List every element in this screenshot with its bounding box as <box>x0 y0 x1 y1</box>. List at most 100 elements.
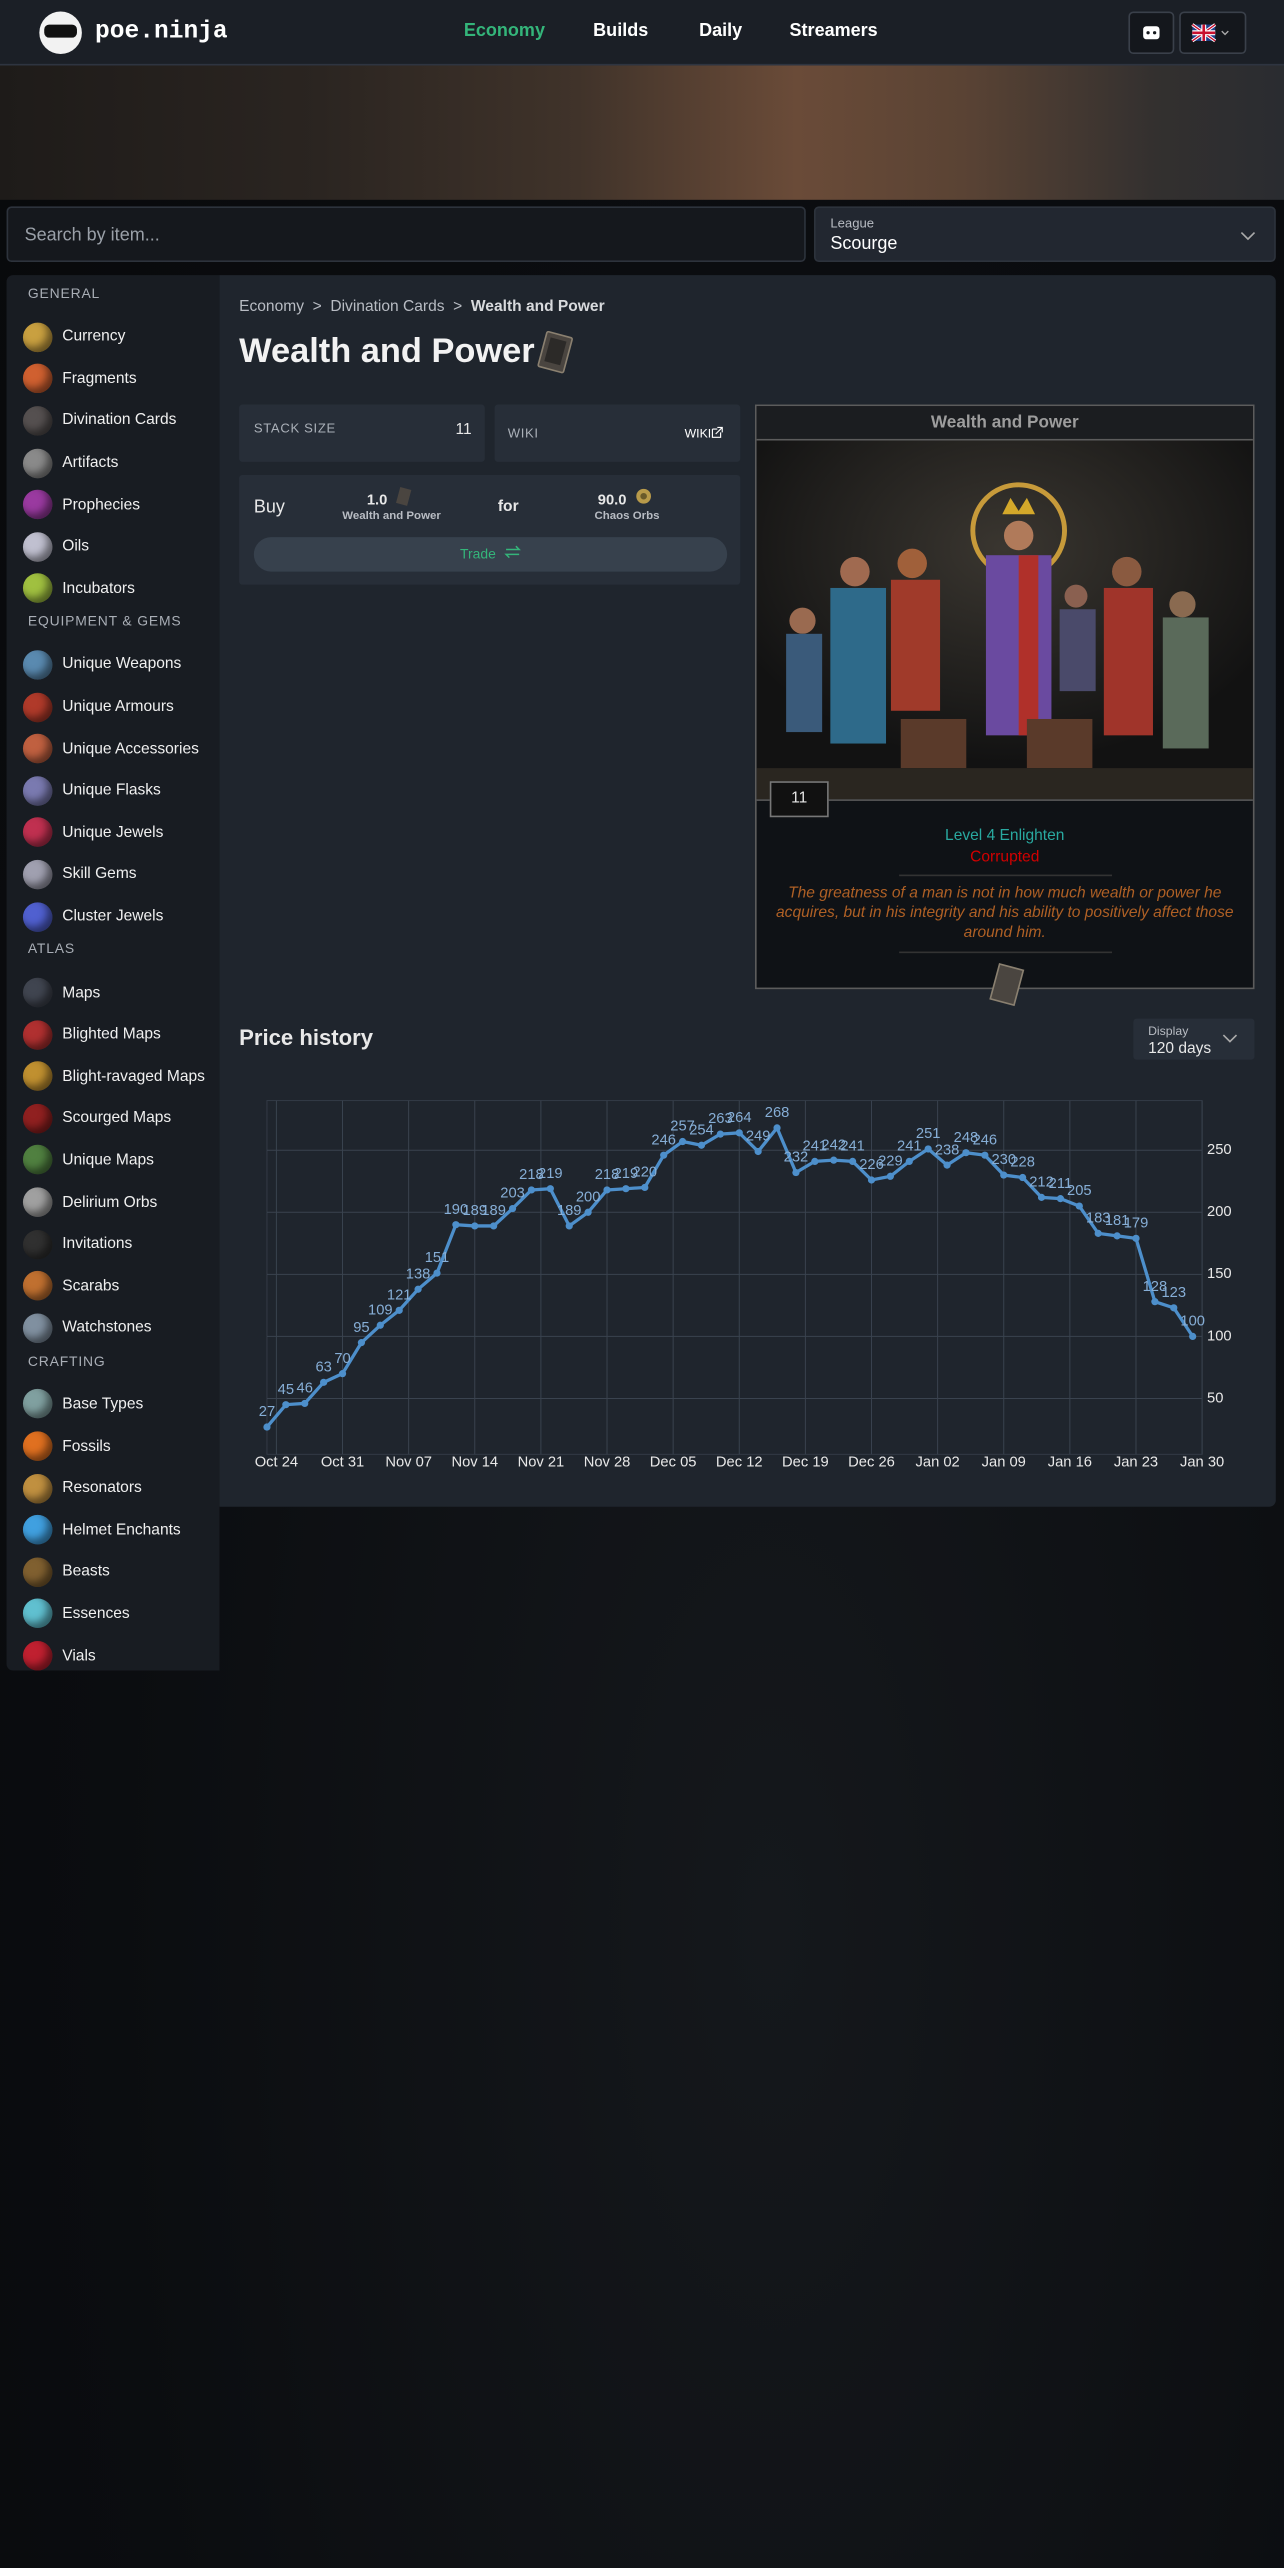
sidebar-item[interactable]: Unique Jewels <box>7 812 220 854</box>
sidebar-item[interactable]: Prophecies <box>7 484 220 526</box>
sidebar-item[interactable]: Watchstones <box>7 1307 220 1349</box>
card-art <box>756 440 1253 800</box>
breadcrumb-link[interactable]: Divination Cards <box>330 298 445 317</box>
sidebar-item[interactable]: Unique Armours <box>7 686 220 728</box>
sidebar-item[interactable]: Unique Weapons <box>7 644 220 686</box>
data-point <box>943 1161 951 1169</box>
sidebar-item[interactable]: Skill Gems <box>7 853 220 895</box>
sidebar-item[interactable]: Incubators <box>7 568 220 610</box>
data-point <box>527 1186 536 1194</box>
league-value: Scourge <box>830 234 898 254</box>
price-chart: 50 100 150 200 250 Oct 24 Oct 31 Nov 07 Nov 14 No… <box>255 1100 1232 1470</box>
data-point <box>1113 1232 1121 1240</box>
breadcrumb-link[interactable]: Economy <box>239 298 304 317</box>
data-point <box>1075 1202 1083 1210</box>
sidebar-item[interactable]: Divination Cards <box>7 400 220 442</box>
nav-link[interactable]: Streamers <box>789 21 878 41</box>
sidebar-item[interactable]: Maps <box>7 972 220 1014</box>
y-tick-label: 200 <box>1207 1204 1232 1220</box>
logo-icon[interactable] <box>39 11 82 55</box>
section-title: Price history <box>239 1025 374 1050</box>
data-point <box>792 1168 800 1177</box>
sidebar-item[interactable]: Beasts <box>7 1551 220 1593</box>
data-point <box>376 1321 384 1329</box>
language-button[interactable] <box>1179 11 1247 55</box>
sidebar-item[interactable]: Scarabs <box>7 1265 220 1307</box>
logo[interactable]: poe.ninja <box>94 18 228 46</box>
data-label: 248 <box>954 1130 979 1146</box>
buy-price: 90.0 <box>597 491 627 508</box>
sidebar-label: Fossils <box>62 1437 111 1456</box>
data-point <box>1094 1229 1102 1237</box>
sidebar-label: Scarabs <box>62 1277 120 1296</box>
sidebar-item[interactable]: Helmet Enchants <box>7 1509 220 1551</box>
trade-button[interactable]: Trade <box>253 537 728 572</box>
league-select[interactable]: League Scourge <box>813 206 1276 263</box>
sidebar-icon <box>22 1389 53 1420</box>
sidebar-icon <box>22 733 53 764</box>
discord-button[interactable] <box>1128 11 1175 55</box>
sidebar-label: Incubators <box>62 579 135 598</box>
sidebar-heading: GENERAL <box>27 284 101 302</box>
stack-label: STACK SIZE <box>253 420 336 436</box>
nav-link[interactable]: Economy <box>463 21 545 41</box>
x-tick-label: Dec 26 <box>848 1454 895 1470</box>
data-label: 179 <box>1124 1216 1149 1232</box>
wiki-link[interactable]: WIKI <box>684 425 712 441</box>
sidebar-label: Unique Accessories <box>62 739 199 758</box>
sidebar-item[interactable]: Artifacts <box>7 442 220 484</box>
x-tick-label: Jan 30 <box>1180 1454 1224 1470</box>
data-point <box>508 1204 517 1213</box>
sidebar-icon <box>22 1061 53 1092</box>
sidebar-item[interactable]: Fragments <box>7 358 220 400</box>
sidebar-item[interactable]: Unique Accessories <box>7 728 220 770</box>
sidebar-item[interactable]: Essences <box>7 1593 220 1635</box>
card-icon <box>537 330 573 374</box>
sidebar-label: Currency <box>62 328 126 347</box>
sidebar-item[interactable]: Delirium Orbs <box>7 1181 220 1223</box>
data-label: 27 <box>259 1404 275 1420</box>
sidebar-item[interactable]: Base Types <box>7 1383 220 1425</box>
sidebar-heading: ATLAS <box>27 940 76 957</box>
x-tick-label: Dec 19 <box>782 1454 829 1470</box>
sidebar-icon <box>22 406 53 436</box>
sidebar-icon <box>22 1515 53 1545</box>
sidebar-item[interactable]: Scourged Maps <box>7 1097 220 1139</box>
search-input[interactable]: Search by item... <box>6 206 806 263</box>
sidebar-item[interactable]: Cluster Jewels <box>7 895 220 937</box>
sidebar-item[interactable]: Blight-ravaged Maps <box>7 1056 220 1098</box>
sidebar-item[interactable]: Vials <box>7 1635 220 1677</box>
sidebar-item[interactable]: Currency <box>7 316 220 358</box>
swap-icon <box>504 545 522 559</box>
sidebar-item[interactable]: Unique Flasks <box>7 770 220 812</box>
data-point <box>565 1222 573 1230</box>
x-tick-label: Nov 07 <box>385 1454 432 1470</box>
sidebar-label: Divination Cards <box>62 411 177 430</box>
sidebar-icon <box>22 1431 53 1461</box>
data-point <box>924 1145 932 1153</box>
nav-link[interactable]: Daily <box>699 21 743 41</box>
sidebar-item[interactable]: Oils <box>7 526 220 568</box>
data-label: 228 <box>1010 1155 1035 1171</box>
data-label: 220 <box>633 1165 658 1181</box>
sidebar-item[interactable]: Blighted Maps <box>7 1014 220 1056</box>
display-select[interactable]: Display 120 days <box>1133 1018 1255 1060</box>
sidebar-item[interactable]: Resonators <box>7 1467 220 1509</box>
data-label: 189 <box>557 1203 582 1219</box>
data-point <box>1000 1171 1008 1179</box>
data-label: 45 <box>278 1382 294 1398</box>
data-point <box>1151 1298 1159 1306</box>
data-label: 246 <box>651 1132 676 1148</box>
data-label: 218 <box>519 1167 544 1183</box>
data-label: 121 <box>387 1287 412 1303</box>
sidebar-item[interactable]: Invitations <box>7 1223 220 1265</box>
wiki-box: WIKI WIKI <box>494 404 741 462</box>
x-tick-label: Dec 12 <box>716 1454 763 1470</box>
nav-link[interactable]: Builds <box>593 21 649 41</box>
sidebar-item[interactable]: Fossils <box>7 1425 220 1467</box>
data-label: 242 <box>821 1137 846 1153</box>
sidebar-icon <box>22 1019 53 1050</box>
card-flavour: The greatness of a man is not in how muc… <box>776 884 1234 942</box>
sidebar-item[interactable]: Unique Maps <box>7 1139 220 1181</box>
data-point <box>584 1208 592 1216</box>
